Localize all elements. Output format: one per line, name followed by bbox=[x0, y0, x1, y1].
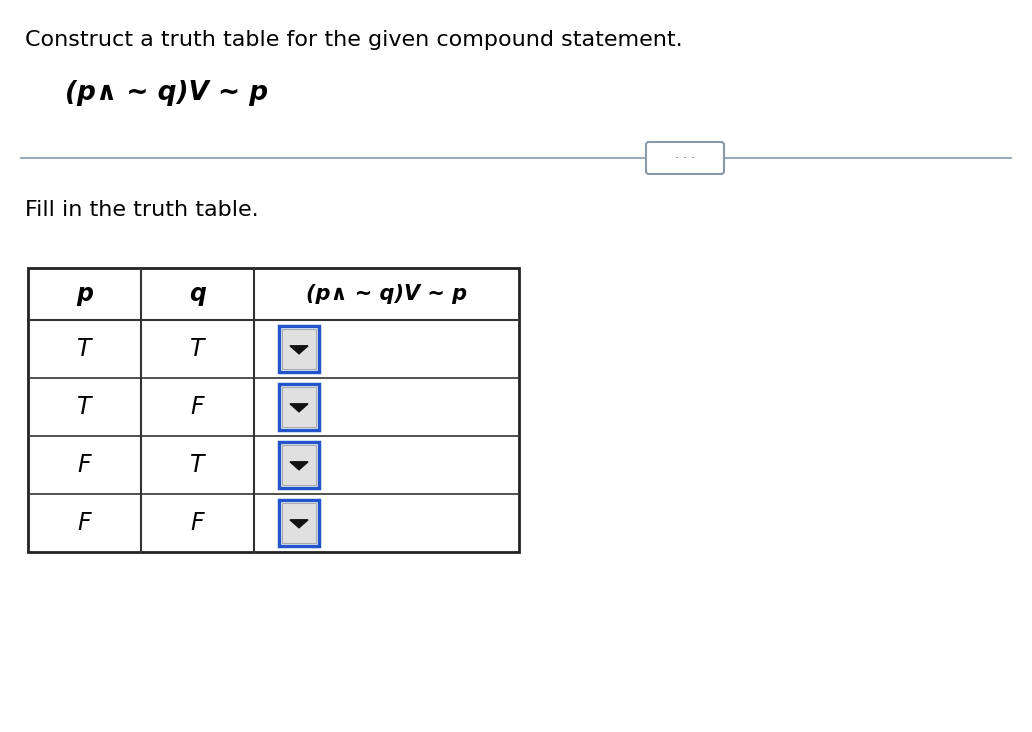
Text: T: T bbox=[77, 337, 92, 361]
Bar bbox=[279, 384, 319, 430]
Polygon shape bbox=[290, 462, 308, 470]
Bar bbox=[282, 387, 316, 427]
Bar bbox=[28, 268, 519, 552]
Text: (p∧ ~ q)V ~ p: (p∧ ~ q)V ~ p bbox=[65, 80, 268, 106]
Bar bbox=[279, 500, 319, 546]
Bar bbox=[282, 503, 316, 543]
FancyBboxPatch shape bbox=[646, 142, 724, 174]
Bar bbox=[279, 326, 319, 372]
Text: Construct a truth table for the given compound statement.: Construct a truth table for the given co… bbox=[25, 30, 682, 50]
Bar bbox=[282, 445, 316, 485]
Polygon shape bbox=[290, 520, 308, 528]
Polygon shape bbox=[290, 404, 308, 412]
Text: Fill in the truth table.: Fill in the truth table. bbox=[25, 200, 259, 220]
Text: F: F bbox=[191, 395, 204, 419]
Bar bbox=[279, 442, 319, 488]
Text: T: T bbox=[77, 395, 92, 419]
Text: q: q bbox=[189, 282, 206, 306]
Text: F: F bbox=[77, 453, 91, 477]
Text: F: F bbox=[77, 511, 91, 535]
Text: p: p bbox=[76, 282, 93, 306]
Text: (p∧ ~ q)V ~ p: (p∧ ~ q)V ~ p bbox=[305, 284, 467, 304]
Bar bbox=[282, 329, 316, 369]
Text: T: T bbox=[190, 337, 204, 361]
Text: · · ·: · · · bbox=[675, 152, 695, 165]
Text: T: T bbox=[190, 453, 204, 477]
Text: F: F bbox=[191, 511, 204, 535]
Polygon shape bbox=[290, 346, 308, 354]
